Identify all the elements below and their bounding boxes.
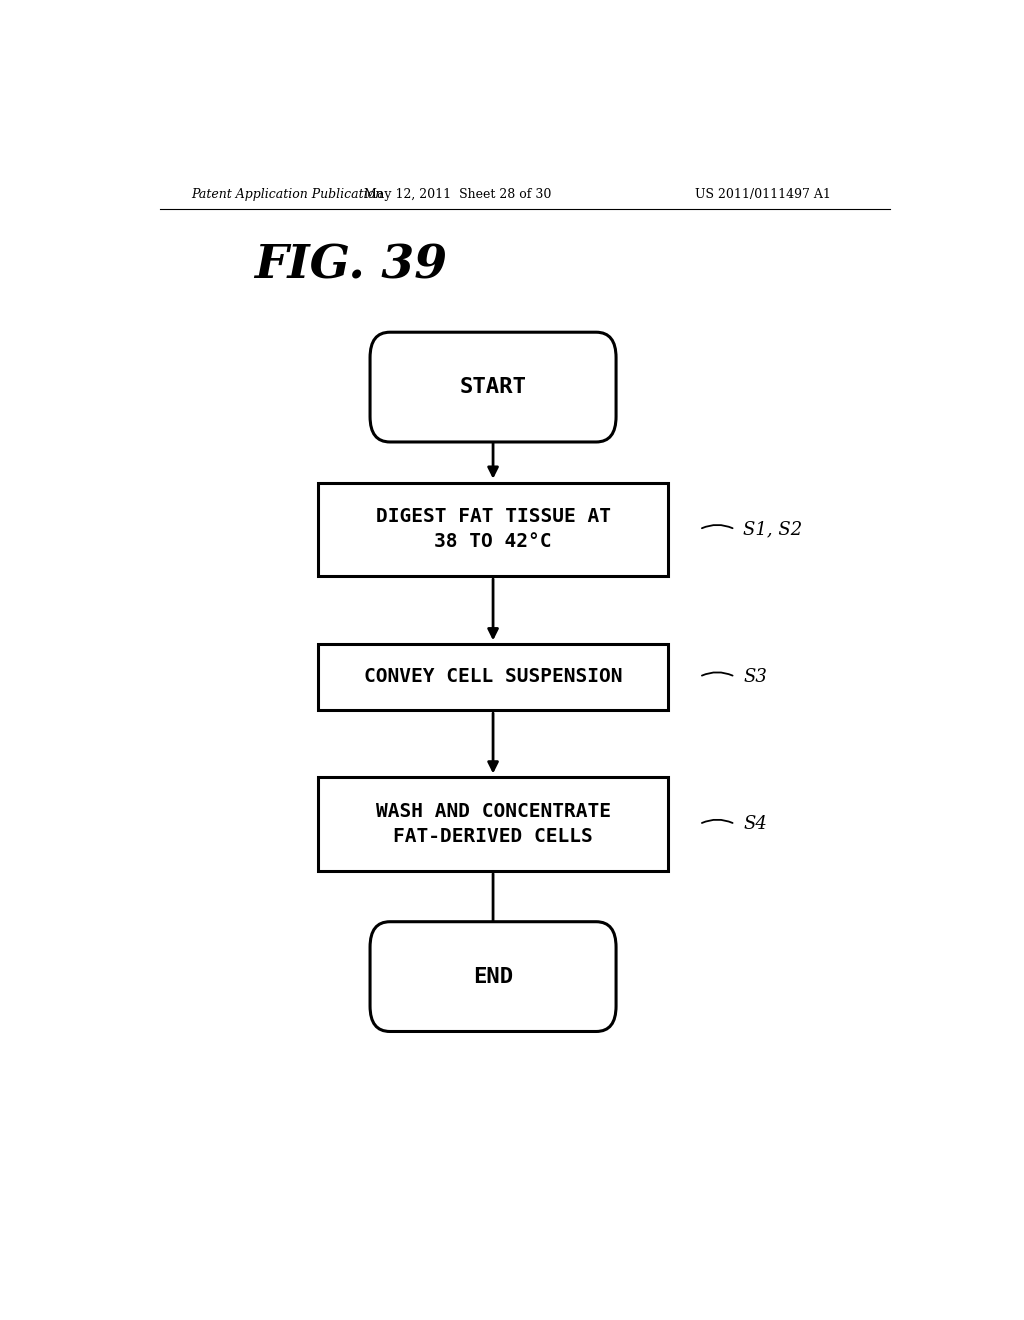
Text: S4: S4 xyxy=(743,816,767,833)
Text: US 2011/0111497 A1: US 2011/0111497 A1 xyxy=(695,189,830,202)
Text: S1, S2: S1, S2 xyxy=(743,520,802,539)
Text: FIG. 39: FIG. 39 xyxy=(254,242,446,288)
FancyBboxPatch shape xyxy=(370,333,616,442)
Text: CONVEY CELL SUSPENSION: CONVEY CELL SUSPENSION xyxy=(364,668,623,686)
Text: END: END xyxy=(473,966,513,986)
Bar xyxy=(318,483,668,576)
Text: DIGEST FAT TISSUE AT
38 TO 42°C: DIGEST FAT TISSUE AT 38 TO 42°C xyxy=(376,507,610,552)
Text: START: START xyxy=(460,378,526,397)
Text: S3: S3 xyxy=(743,668,767,686)
Bar xyxy=(318,644,668,710)
Text: May 12, 2011  Sheet 28 of 30: May 12, 2011 Sheet 28 of 30 xyxy=(364,189,551,202)
Bar xyxy=(318,777,668,871)
Text: WASH AND CONCENTRATE
FAT-DERIVED CELLS: WASH AND CONCENTRATE FAT-DERIVED CELLS xyxy=(376,803,610,846)
Text: Patent Application Publication: Patent Application Publication xyxy=(191,189,384,202)
FancyBboxPatch shape xyxy=(370,921,616,1031)
